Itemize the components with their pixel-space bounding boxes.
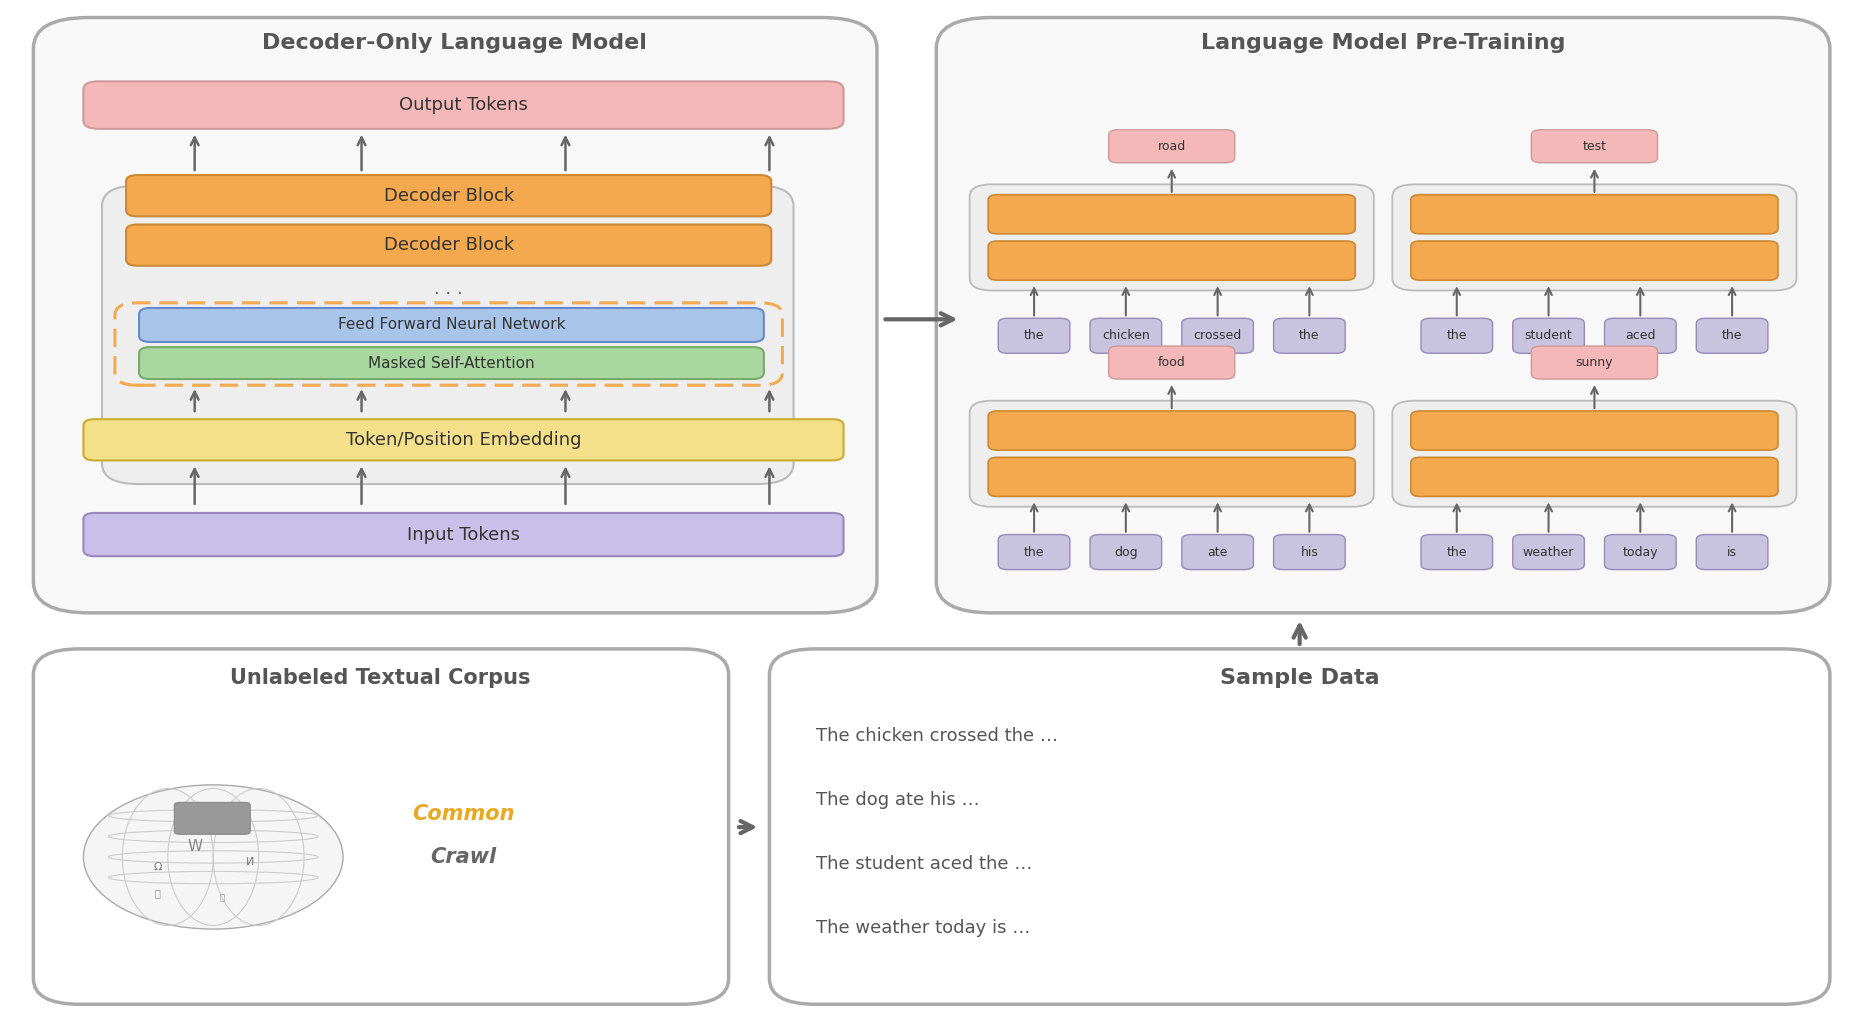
FancyBboxPatch shape <box>997 318 1070 353</box>
FancyBboxPatch shape <box>1274 318 1346 353</box>
Text: 維: 維 <box>221 894 224 902</box>
Text: Ω: Ω <box>154 862 161 872</box>
Text: Common: Common <box>412 803 515 824</box>
FancyBboxPatch shape <box>1392 401 1797 507</box>
FancyBboxPatch shape <box>1420 318 1492 353</box>
FancyBboxPatch shape <box>988 195 1355 234</box>
FancyBboxPatch shape <box>33 649 729 1004</box>
Text: Output Tokens: Output Tokens <box>399 96 528 114</box>
FancyBboxPatch shape <box>102 185 794 484</box>
FancyBboxPatch shape <box>1604 535 1676 570</box>
FancyBboxPatch shape <box>1090 535 1162 570</box>
Text: the: the <box>1722 330 1743 342</box>
FancyBboxPatch shape <box>970 401 1374 507</box>
FancyBboxPatch shape <box>83 419 844 460</box>
Text: The student aced the …: The student aced the … <box>816 855 1033 873</box>
Text: chicken: chicken <box>1101 330 1149 342</box>
Text: sunny: sunny <box>1576 356 1613 369</box>
FancyBboxPatch shape <box>1513 318 1585 353</box>
FancyBboxPatch shape <box>1392 184 1797 290</box>
Text: weather: weather <box>1522 546 1574 558</box>
Text: Input Tokens: Input Tokens <box>408 525 519 544</box>
Text: the: the <box>1446 330 1467 342</box>
Text: Feed Forward Neural Network: Feed Forward Neural Network <box>337 317 565 333</box>
FancyBboxPatch shape <box>83 81 844 129</box>
Text: Masked Self-Attention: Masked Self-Attention <box>369 355 534 371</box>
FancyBboxPatch shape <box>1420 535 1492 570</box>
Text: И: И <box>247 857 254 867</box>
Text: test: test <box>1583 140 1606 152</box>
FancyBboxPatch shape <box>1411 241 1778 280</box>
Text: student: student <box>1524 330 1572 342</box>
Text: the: the <box>1023 330 1044 342</box>
FancyBboxPatch shape <box>769 649 1830 1004</box>
FancyBboxPatch shape <box>1696 535 1769 570</box>
Text: the: the <box>1446 546 1467 558</box>
FancyBboxPatch shape <box>1090 318 1162 353</box>
Text: dog: dog <box>1114 546 1138 558</box>
Text: today: today <box>1622 546 1657 558</box>
FancyBboxPatch shape <box>1513 535 1585 570</box>
FancyBboxPatch shape <box>126 175 771 216</box>
Text: Decoder-Only Language Model: Decoder-Only Language Model <box>261 33 647 54</box>
Text: Decoder Block: Decoder Block <box>384 186 514 205</box>
FancyBboxPatch shape <box>988 411 1355 450</box>
FancyBboxPatch shape <box>139 347 764 379</box>
Text: Unlabeled Textual Corpus: Unlabeled Textual Corpus <box>230 667 530 688</box>
Text: is: is <box>1728 546 1737 558</box>
FancyBboxPatch shape <box>970 184 1374 290</box>
FancyBboxPatch shape <box>936 18 1830 613</box>
FancyBboxPatch shape <box>1411 195 1778 234</box>
FancyBboxPatch shape <box>33 18 877 613</box>
FancyBboxPatch shape <box>988 457 1355 496</box>
FancyBboxPatch shape <box>174 802 250 834</box>
FancyBboxPatch shape <box>1604 318 1676 353</box>
FancyBboxPatch shape <box>1109 346 1235 379</box>
Text: road: road <box>1157 140 1187 152</box>
Text: The dog ate his …: The dog ate his … <box>816 791 979 810</box>
FancyBboxPatch shape <box>139 308 764 342</box>
FancyBboxPatch shape <box>997 535 1070 570</box>
Text: Token/Position Embedding: Token/Position Embedding <box>345 431 582 449</box>
Text: aced: aced <box>1626 330 1656 342</box>
FancyBboxPatch shape <box>83 513 844 556</box>
FancyBboxPatch shape <box>1181 535 1253 570</box>
Circle shape <box>83 785 343 929</box>
FancyBboxPatch shape <box>1274 535 1346 570</box>
Text: food: food <box>1159 356 1185 369</box>
Text: · · ·: · · · <box>434 284 464 303</box>
Text: The chicken crossed the …: The chicken crossed the … <box>816 727 1059 746</box>
Text: 維: 維 <box>154 888 161 898</box>
Text: the: the <box>1300 330 1320 342</box>
FancyBboxPatch shape <box>1531 130 1657 163</box>
Text: his: his <box>1300 546 1318 558</box>
Text: The weather today is …: The weather today is … <box>816 919 1031 937</box>
Text: Decoder Block: Decoder Block <box>384 236 514 254</box>
Text: crossed: crossed <box>1194 330 1242 342</box>
Text: the: the <box>1023 546 1044 558</box>
FancyBboxPatch shape <box>1696 318 1769 353</box>
FancyBboxPatch shape <box>988 241 1355 280</box>
Text: W: W <box>187 839 202 854</box>
Text: ate: ate <box>1207 546 1227 558</box>
Text: Sample Data: Sample Data <box>1220 667 1379 688</box>
FancyBboxPatch shape <box>1531 346 1657 379</box>
Text: Crawl: Crawl <box>430 847 497 867</box>
FancyBboxPatch shape <box>126 225 771 266</box>
FancyBboxPatch shape <box>1109 130 1235 163</box>
FancyBboxPatch shape <box>1181 318 1253 353</box>
FancyBboxPatch shape <box>1411 411 1778 450</box>
Text: Language Model Pre-Training: Language Model Pre-Training <box>1201 33 1565 54</box>
FancyBboxPatch shape <box>1411 457 1778 496</box>
